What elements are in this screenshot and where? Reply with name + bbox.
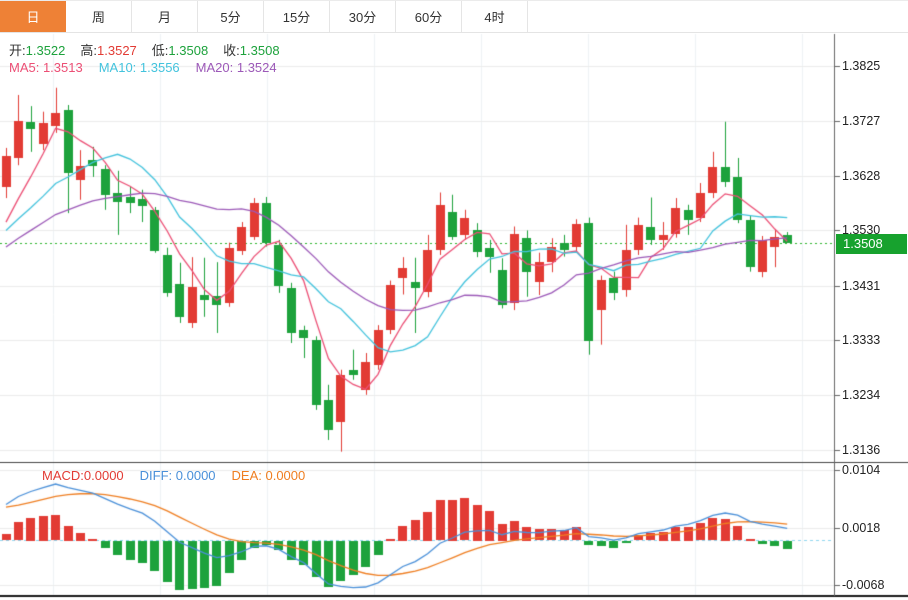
ma20-legend: MA20: 1.3524 [195, 60, 277, 75]
ma5-legend: MA5: 1.3513 [9, 60, 83, 75]
ma-legend: MA5: 1.3513 MA10: 1.3556 MA20: 1.3524 [9, 60, 277, 75]
diff-value: DIFF: 0.0000 [139, 468, 216, 483]
y-axis-label: 0.0104 [842, 463, 881, 477]
y-axis-label: 1.3727 [842, 114, 881, 128]
y-axis-label: 0.0018 [842, 521, 881, 535]
y-axis-label: 1.3234 [842, 388, 881, 402]
dea-value: DEA: 0.0000 [231, 468, 306, 483]
y-axis-label: 1.3333 [842, 333, 881, 347]
ohlc-legend: 开:1.3522 高:1.3527 低:1.3508 收:1.3508 [9, 40, 280, 59]
y-axis-label: 1.3431 [842, 279, 881, 293]
open-stat: 开:1.3522 [9, 43, 66, 58]
y-axis-label: 1.3825 [842, 59, 881, 73]
macd-legend: MACD:0.0000 DIFF: 0.0000 DEA: 0.0000 [42, 468, 305, 483]
close-stat: 收:1.3508 [223, 43, 280, 58]
high-stat: 高:1.3527 [80, 43, 137, 58]
ma10-legend: MA10: 1.3556 [98, 60, 180, 75]
y-axis-label: 1.3136 [842, 443, 881, 457]
low-stat: 低:1.3508 [151, 43, 209, 58]
last-price-badge: 1.3508 [836, 234, 907, 254]
macd-value: MACD:0.0000 [42, 468, 124, 483]
y-axis-label: 1.3530 [842, 223, 881, 237]
y-axis-label: 1.3628 [842, 169, 881, 183]
y-axis-label: -0.0068 [842, 578, 885, 592]
